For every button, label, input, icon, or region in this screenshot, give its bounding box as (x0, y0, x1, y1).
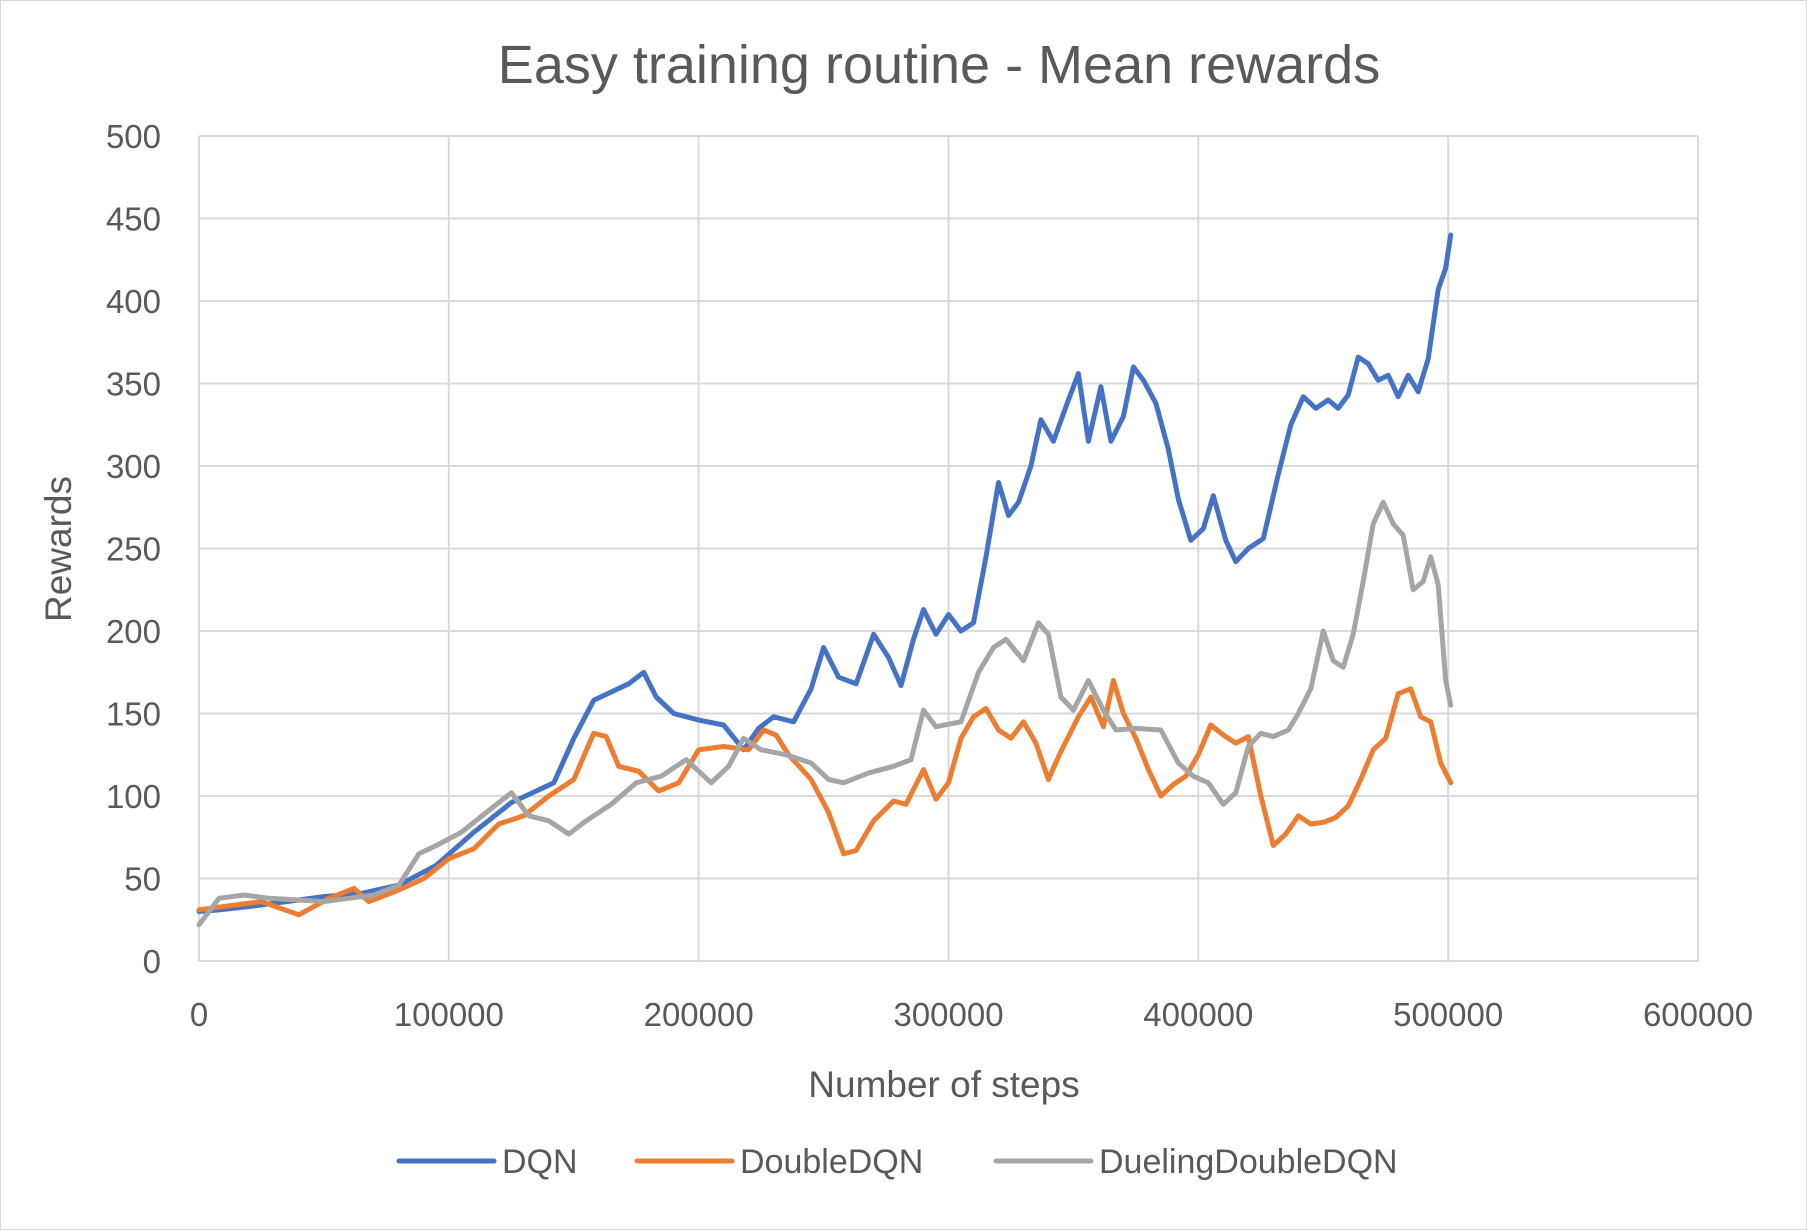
chart-title: Easy training routine - Mean rewards (498, 35, 1380, 95)
grid-lines (198, 135, 1699, 962)
series-line-dqn (196, 232, 1454, 914)
legend-label-dueling-double-dqn: DuelingDoubleDQN (1099, 1143, 1398, 1181)
y-tick-label: 50 (124, 861, 161, 898)
series-line-double-dqn (196, 678, 1454, 918)
y-tick-label: 250 (106, 531, 161, 568)
x-tick-label: 200000 (644, 996, 754, 1033)
x-axis-title: Number of steps (808, 1064, 1079, 1105)
y-tick-label: 200 (106, 613, 161, 650)
legend-label-dqn: DQN (502, 1143, 578, 1181)
x-tick-label: 600000 (1643, 996, 1753, 1033)
legend: DQN DoubleDQN DuelingDoubleDQN (396, 1143, 1398, 1181)
x-tick-label: 100000 (394, 996, 504, 1033)
x-tick-label: 400000 (1143, 996, 1253, 1033)
y-tick-label: 350 (106, 366, 161, 403)
legend-label-double-dqn: DoubleDQN (740, 1143, 923, 1181)
series-line-dueling-double-dqn (196, 499, 1454, 928)
y-tick-label: 400 (106, 283, 161, 320)
y-tick-label: 150 (106, 696, 161, 733)
y-axis-title: Rewards (38, 476, 79, 622)
y-axis-tick-labels: 0 50 100 150 200 250 300 350 400 450 500 (106, 118, 161, 980)
x-axis-tick-labels: 0 100000 200000 300000 400000 500000 600000 (190, 996, 1753, 1033)
x-tick-label: 300000 (893, 996, 1003, 1033)
y-tick-label: 100 (106, 778, 161, 815)
y-tick-label: 450 (106, 201, 161, 238)
series-lines (196, 232, 1454, 928)
y-tick-label: 300 (106, 448, 161, 485)
x-tick-label: 500000 (1393, 996, 1503, 1033)
y-tick-label: 0 (143, 943, 161, 980)
y-tick-label: 500 (106, 118, 161, 155)
x-tick-label: 0 (190, 996, 208, 1033)
